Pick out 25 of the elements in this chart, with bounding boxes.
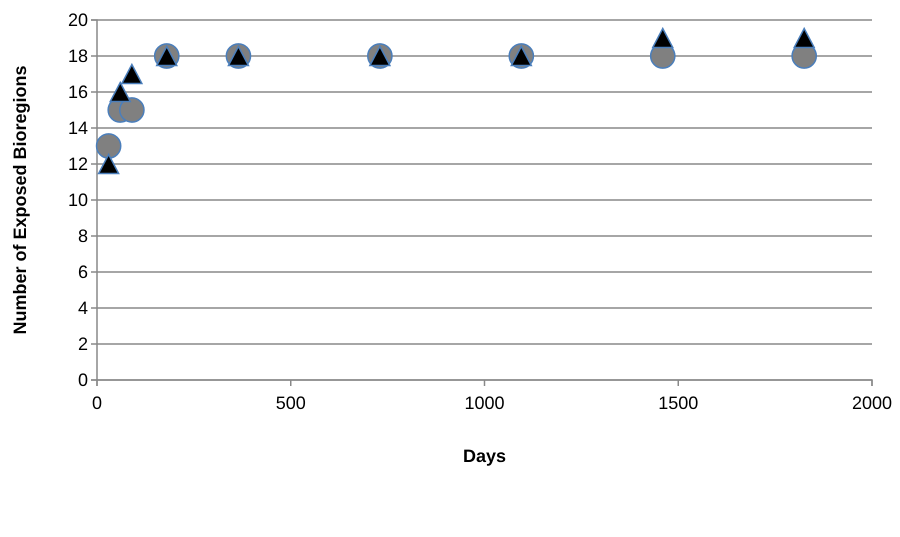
x-tick-label: 1000 bbox=[464, 392, 505, 413]
x-tick-label: 1500 bbox=[658, 392, 698, 413]
y-tick-label: 14 bbox=[68, 118, 88, 138]
point bbox=[121, 64, 143, 84]
point bbox=[98, 154, 120, 174]
point bbox=[652, 28, 674, 48]
point bbox=[96, 133, 122, 159]
y-tick-label: 2 bbox=[78, 334, 88, 354]
x-tick-label: 2000 bbox=[852, 392, 892, 413]
y-tick-label: 16 bbox=[68, 82, 88, 102]
x-axis-title: Days bbox=[462, 446, 506, 466]
y-tick-label: 20 bbox=[68, 10, 88, 30]
point bbox=[793, 28, 815, 48]
y-tick-label: 0 bbox=[78, 370, 88, 390]
y-tick-label: 18 bbox=[68, 46, 88, 66]
y-tick-label: 10 bbox=[68, 190, 88, 210]
y-tick-label: 4 bbox=[78, 298, 88, 318]
x-tick-label: 500 bbox=[276, 392, 306, 413]
point bbox=[110, 82, 131, 102]
y-axis-title: Number of Exposed Bioregions bbox=[10, 65, 30, 335]
y-tick-label: 8 bbox=[78, 226, 88, 246]
y-tick-label: 6 bbox=[78, 262, 88, 282]
x-tick-label: 0 bbox=[92, 392, 102, 413]
point bbox=[119, 97, 145, 123]
y-tick-label: 12 bbox=[68, 154, 88, 174]
